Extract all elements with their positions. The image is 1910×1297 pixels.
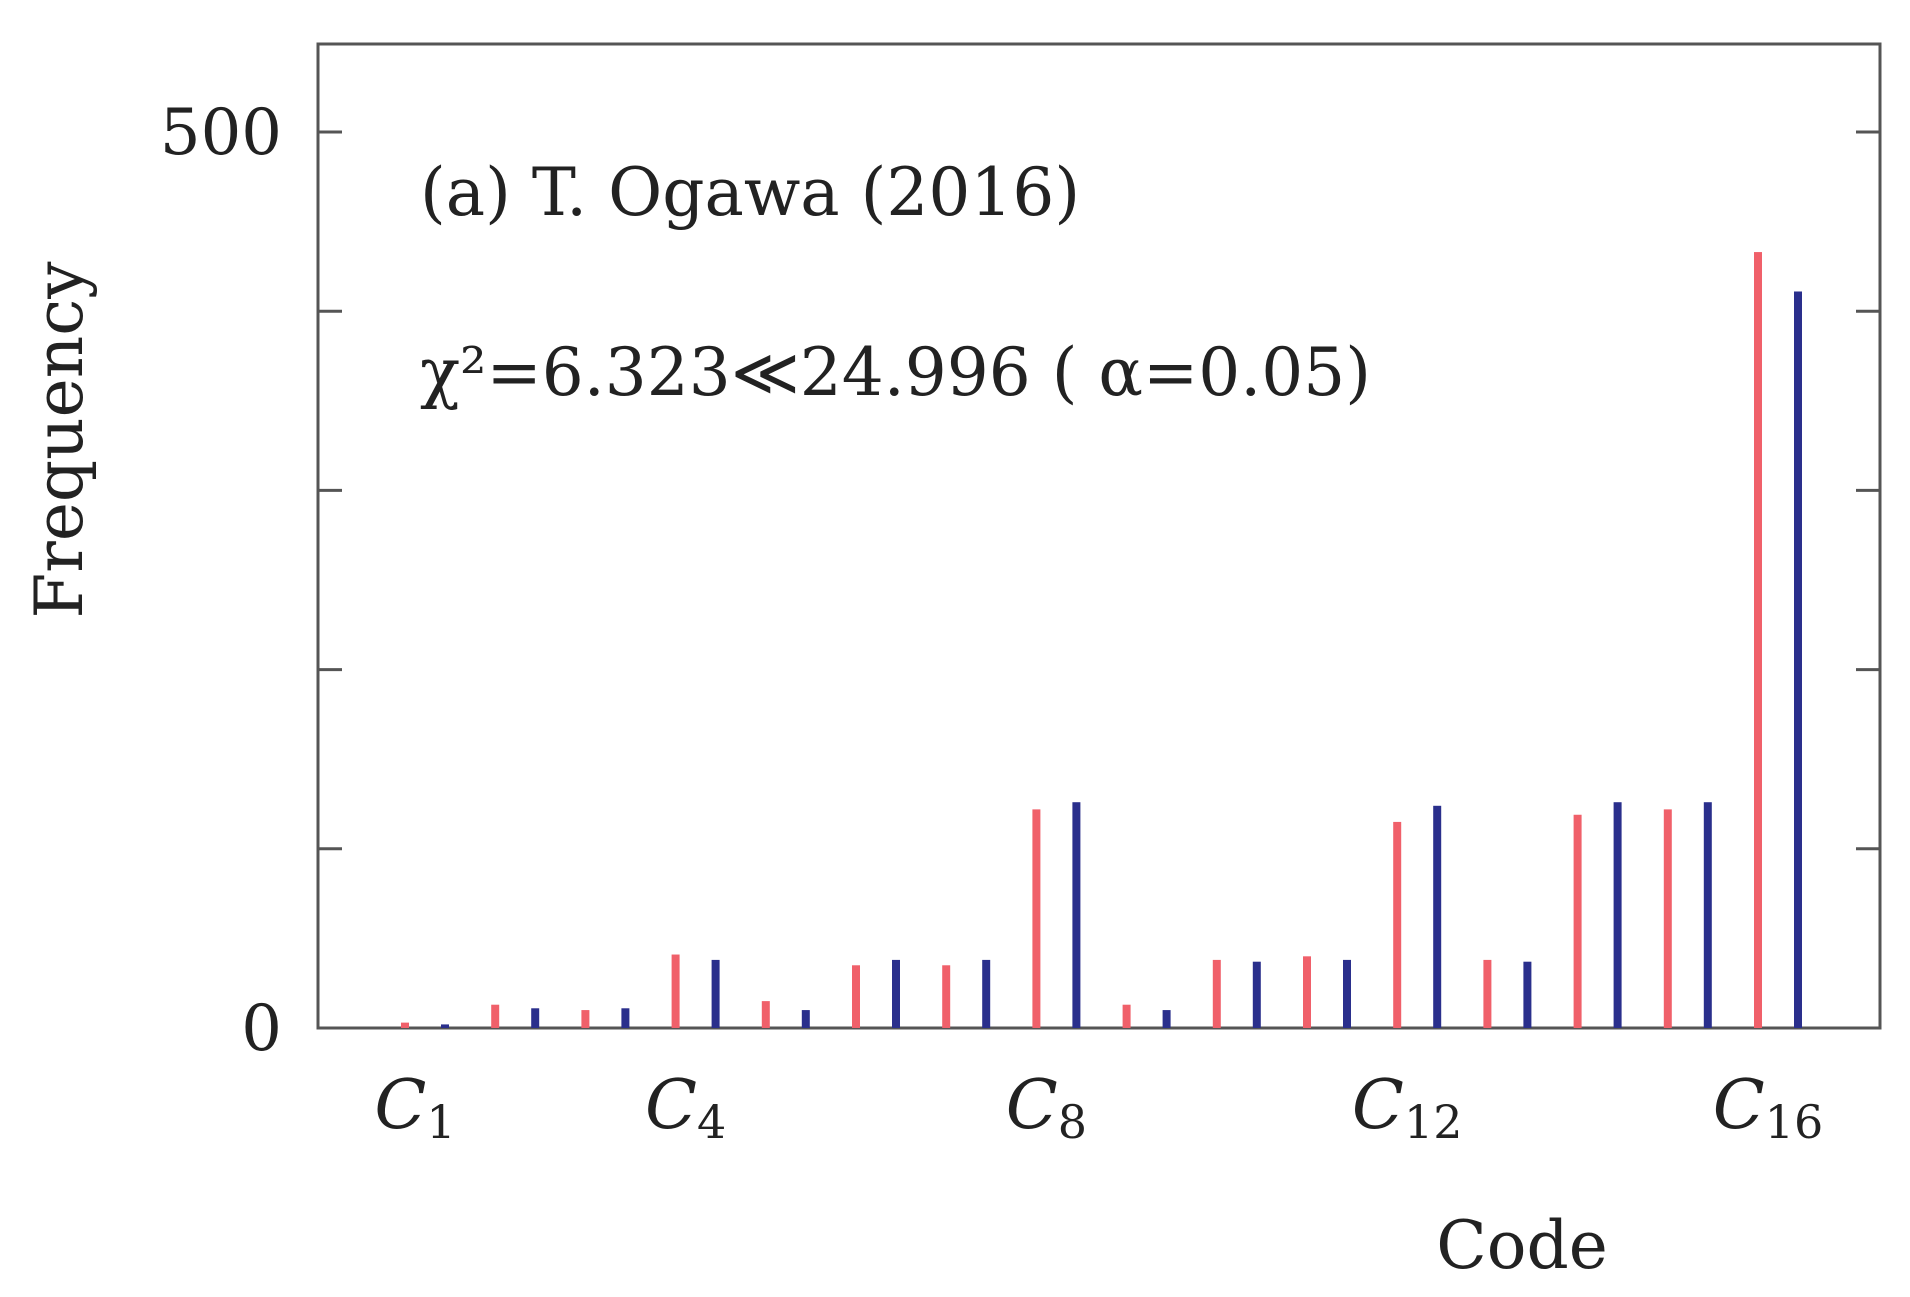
bar-series2-C5 [801, 1010, 810, 1028]
bar-series2-C2 [531, 1008, 540, 1028]
x-tick-label-C4: C4 [645, 1066, 726, 1149]
bar-series1-C11 [1303, 956, 1311, 1028]
bar-series2-C16 [1794, 291, 1802, 1028]
y-tick-labels: 500 0 [160, 96, 282, 1066]
bar-series2-C10 [1252, 961, 1261, 1028]
bar-series2-C1 [441, 1024, 449, 1028]
bar-series1-C14 [1573, 814, 1582, 1028]
chart-annotation-title: (a) T. Ogawa (2016) [420, 154, 1080, 231]
bar-series2-C3 [621, 1008, 630, 1028]
y-tick-label-500: 500 [160, 96, 282, 170]
x-tick-label-C8: C8 [1006, 1066, 1087, 1149]
bar-series1-C8 [1032, 809, 1041, 1028]
chart-annotation-stat: χ²=6.323≪24.996 ( α=0.05) [420, 334, 1371, 411]
y-ticks [318, 130, 1880, 1030]
bar-series1-C10 [1212, 959, 1221, 1028]
x-tick-label-C1: C1 [374, 1066, 455, 1149]
bar-series1-C13 [1483, 959, 1492, 1028]
bar-series2-C11 [1343, 959, 1351, 1028]
bar-series1-C2 [491, 1004, 500, 1028]
bar-series2-C13 [1523, 961, 1532, 1028]
bar-series1-C4 [671, 954, 680, 1028]
bar-series2-C4 [711, 959, 720, 1028]
x-axis-title: Code [1436, 1207, 1608, 1284]
bar-series2-C8 [1072, 802, 1081, 1028]
bar-series2-C9 [1162, 1010, 1171, 1028]
bar-series1-C5 [761, 1001, 770, 1028]
y-axis-title: Frequency [21, 261, 98, 619]
bar-series1-C3 [581, 1010, 590, 1028]
bar-series2-C14 [1613, 802, 1622, 1028]
bar-series1-C6 [852, 965, 860, 1028]
bar-series1-C15 [1663, 809, 1672, 1028]
bar-series2-C7 [982, 959, 991, 1028]
bar-series1-C12 [1393, 821, 1402, 1028]
bars [401, 252, 1802, 1029]
x-tick-label-C12: C12 [1352, 1066, 1463, 1149]
bar-series1-C9 [1122, 1004, 1131, 1028]
plot-frame [316, 42, 1882, 1030]
bar-series1-C1 [401, 1022, 409, 1028]
bar-series1-C7 [942, 965, 951, 1028]
bar-series1-C16 [1754, 252, 1762, 1029]
bar-series2-C12 [1433, 805, 1442, 1028]
bar-series2-C15 [1703, 802, 1712, 1028]
x-tick-label-C16: C16 [1713, 1066, 1824, 1149]
x-tick-labels: C1 C4 C8 C12 C16 [374, 1066, 1823, 1149]
y-tick-label-0: 0 [241, 992, 282, 1066]
bar-series2-C6 [892, 959, 900, 1028]
